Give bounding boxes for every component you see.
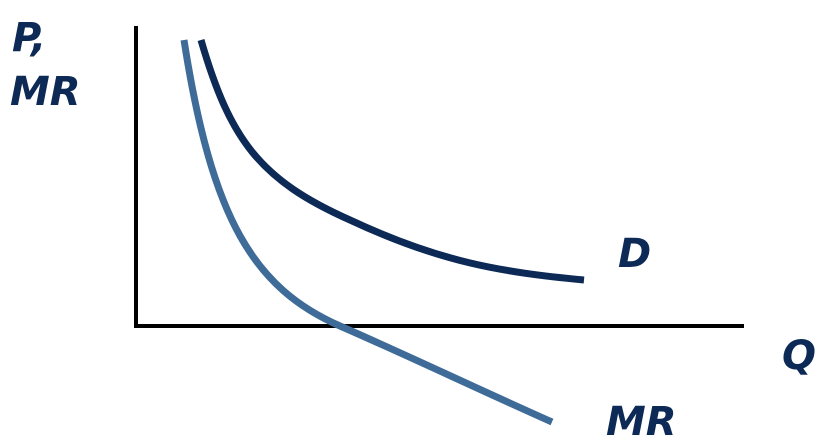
demand-curve — [197, 39, 585, 284]
y-axis-label-line2: MR — [10, 69, 81, 115]
marginal-revenue-curve-label: MR — [606, 399, 677, 445]
demand-curve-label: D — [618, 231, 652, 277]
x-axis-label: Q — [782, 333, 815, 379]
y-axis-label-line1: P, — [12, 15, 47, 61]
marginal-revenue-curve — [180, 39, 554, 426]
